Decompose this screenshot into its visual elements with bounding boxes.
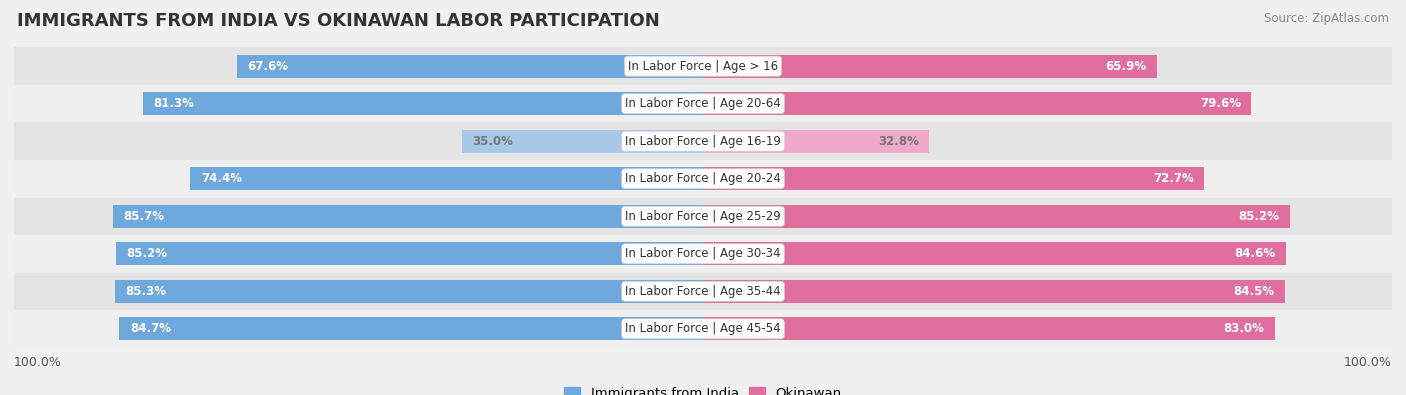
Text: IMMIGRANTS FROM INDIA VS OKINAWAN LABOR PARTICIPATION: IMMIGRANTS FROM INDIA VS OKINAWAN LABOR … [17, 12, 659, 30]
Bar [115, 280, 703, 303]
Text: In Labor Force | Age 35-44: In Labor Force | Age 35-44 [626, 285, 780, 298]
Text: In Labor Force | Age 45-54: In Labor Force | Age 45-54 [626, 322, 780, 335]
Bar [14, 47, 1392, 85]
Text: 74.4%: 74.4% [201, 172, 242, 185]
Bar [14, 160, 1392, 198]
Bar [703, 280, 1285, 303]
Bar [112, 205, 703, 228]
Text: In Labor Force | Age 20-24: In Labor Force | Age 20-24 [626, 172, 780, 185]
Bar [703, 130, 929, 153]
Bar [190, 167, 703, 190]
Bar [703, 242, 1286, 265]
Text: In Labor Force | Age 20-64: In Labor Force | Age 20-64 [626, 97, 780, 110]
Text: 81.3%: 81.3% [153, 97, 194, 110]
Text: 67.6%: 67.6% [247, 60, 288, 73]
Text: 72.7%: 72.7% [1153, 172, 1194, 185]
Bar [703, 92, 1251, 115]
Text: 32.8%: 32.8% [877, 135, 918, 148]
Text: 84.7%: 84.7% [129, 322, 170, 335]
Text: 100.0%: 100.0% [14, 356, 62, 369]
Text: 85.3%: 85.3% [125, 285, 167, 298]
Text: 35.0%: 35.0% [472, 135, 513, 148]
Text: 65.9%: 65.9% [1105, 60, 1147, 73]
Text: 85.2%: 85.2% [1239, 210, 1279, 223]
Bar [117, 242, 703, 265]
Bar [461, 130, 703, 153]
Text: 100.0%: 100.0% [1344, 356, 1392, 369]
Text: In Labor Force | Age 16-19: In Labor Force | Age 16-19 [626, 135, 780, 148]
Text: 79.6%: 79.6% [1201, 97, 1241, 110]
Text: In Labor Force | Age 30-34: In Labor Force | Age 30-34 [626, 247, 780, 260]
Bar [14, 273, 1392, 310]
Bar [703, 317, 1275, 340]
Bar [14, 235, 1392, 273]
Bar [14, 122, 1392, 160]
Text: 83.0%: 83.0% [1223, 322, 1264, 335]
Bar [238, 55, 703, 78]
Legend: Immigrants from India, Okinawan: Immigrants from India, Okinawan [558, 381, 848, 395]
Text: In Labor Force | Age > 16: In Labor Force | Age > 16 [628, 60, 778, 73]
Bar [120, 317, 703, 340]
Text: 85.2%: 85.2% [127, 247, 167, 260]
Text: In Labor Force | Age 25-29: In Labor Force | Age 25-29 [626, 210, 780, 223]
Bar [703, 55, 1157, 78]
Bar [14, 198, 1392, 235]
Text: 84.5%: 84.5% [1233, 285, 1275, 298]
Bar [703, 205, 1289, 228]
Bar [14, 310, 1392, 348]
Text: Source: ZipAtlas.com: Source: ZipAtlas.com [1264, 12, 1389, 25]
Bar [14, 85, 1392, 122]
Bar [143, 92, 703, 115]
Text: 85.7%: 85.7% [122, 210, 165, 223]
Bar [703, 167, 1204, 190]
Text: 84.6%: 84.6% [1234, 247, 1275, 260]
